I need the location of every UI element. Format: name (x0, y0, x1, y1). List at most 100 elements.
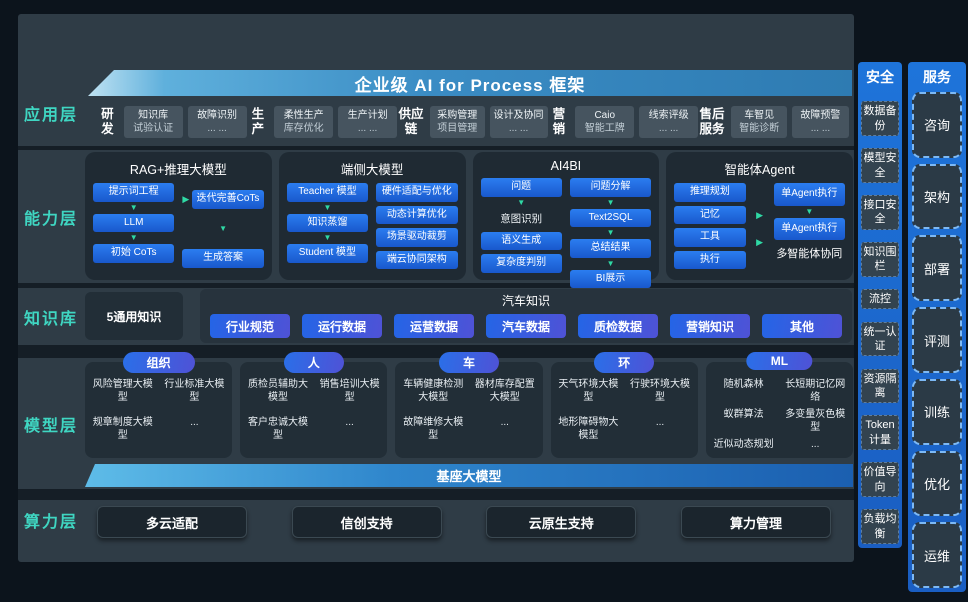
app-feature: 故障预警 (800, 109, 841, 121)
compute-item-management: 算力管理 (680, 506, 831, 538)
model-group-ml: ML 随机森林 长短期记忆网络 蚁群算法 多变量灰色模型 近似动态规划 ... (705, 352, 854, 458)
flow-node: 提示词工程 (93, 183, 175, 202)
model-cell: ... (500, 417, 509, 428)
security-item: 流控 (861, 289, 899, 310)
edge-right-list: 硬件适配与优化 动态计算优化 场景驱动裁剪 端云协同架构 (376, 183, 458, 275)
app-feature-box: 采购管理 项目管理 (430, 105, 485, 138)
app-group-label: 营销 (552, 106, 566, 136)
compute-layer-row: 多云适配 信创支持 云原生支持 算力管理 (97, 506, 831, 538)
arrow-down-icon: ▼ (517, 197, 526, 207)
flow-node: 问题分解 (569, 178, 652, 197)
knowledge-pill: 行业规范 (210, 314, 290, 338)
agent-right-flow: 单Agent执行 ▼ 单Agent执行 多智能体协同 (773, 183, 845, 275)
ai4bi-left-flow: 问题 ▼ 意图识别 语义生成 复杂度判别 (480, 178, 562, 288)
model-cell: 车辆健康检测大模型 (403, 379, 464, 403)
flow-node-wrap: ▶ 迭代完善CoTs (182, 190, 264, 209)
foundation-model-label: 基座大模型 (436, 469, 502, 484)
layer-separator (18, 283, 854, 288)
app-group-label: 生产 (251, 106, 265, 136)
framework-title: 企业级 AI for Process 框架 (354, 75, 586, 95)
general-knowledge-box: 5通用知识 (85, 292, 183, 340)
model-cell: 故障维修大模型 (403, 417, 464, 441)
app-feature: ... ... (810, 122, 831, 134)
edge-model-box: 端侧大模型 Teacher 模型 ▼ 知识蒸馏 ▼ Student 模型 硬件适… (278, 152, 466, 280)
model-group-pill: 环 (594, 352, 655, 373)
model-cell: 质检员辅助大模型 (248, 379, 308, 403)
security-item: 数据备份 (861, 101, 899, 136)
security-item: 接口安全 (861, 195, 899, 230)
app-feature-box: 线索评级 ... ... (639, 105, 699, 138)
model-cell: 规章制度大模型 (92, 417, 153, 441)
flow-node: 语义生成 (480, 231, 562, 250)
service-item: 架构 (912, 163, 962, 230)
model-cell: 客户忠诚大模型 (248, 417, 308, 441)
knowledge-pill: 质检数据 (578, 314, 658, 338)
app-feature: 线索评级 (648, 109, 689, 121)
app-feature: 库存优化 (283, 122, 324, 134)
flow-node: LLM (93, 213, 175, 232)
multi-agent-caption: 多智能体协同 (776, 248, 843, 260)
layer-label-capability: 能力层 (24, 211, 79, 228)
arrow-down-icon: ▼ (219, 223, 228, 233)
app-group-after-sales: 售后服务 车智见 智能诊断 故障预警 ... ... (698, 105, 849, 138)
ai4bi-right-flow: 问题分解 ▼ Text2SQL ▼ 总结结果 ▼ BI展示 (569, 178, 652, 288)
layer-label-model: 模型层 (24, 418, 79, 435)
model-group-pill: 组织 (122, 352, 195, 373)
service-title: 服务 (923, 69, 951, 85)
list-item: 场景驱动裁剪 (376, 228, 458, 247)
model-cell: 近似动态规划 (713, 439, 774, 450)
security-column: 安全 数据备份 模型安全 接口安全 知识围栏 流控 统一认证 资源隔离 Toke… (858, 62, 902, 548)
app-feature-box: 生产计划 ... ... (338, 105, 398, 138)
app-group-marketing: 营销 Caio 智能工牌 线索评级 ... ... (548, 105, 699, 138)
flow-node: 复杂度判别 (480, 254, 562, 273)
auto-knowledge-title: 汽车知识 (501, 294, 550, 308)
model-cell: 蚁群算法 (723, 409, 764, 420)
model-cell: ... (345, 417, 354, 428)
model-grid: 车辆健康检测大模型 器材库存配置大模型 故障维修大模型 ... (398, 378, 539, 442)
list-item: 执行 (674, 250, 746, 269)
agent-connectors: ▶ ▶ (754, 183, 766, 275)
model-group-pill: 车 (438, 352, 500, 373)
cap-box-title: RAG+推理大模型 (129, 163, 227, 177)
app-feature: Caio (594, 109, 616, 121)
model-cell: 风险管理大模型 (92, 379, 153, 403)
ai4bi-box: AI4BI 问题 ▼ 意图识别 语义生成 复杂度判别 问题分解 ▼ Text2S… (472, 152, 660, 288)
edge-columns: Teacher 模型 ▼ 知识蒸馏 ▼ Student 模型 硬件适配与优化 动… (286, 183, 458, 275)
app-feature-box: 柔性生产 库存优化 (274, 105, 334, 138)
security-item: Token计量 (861, 415, 899, 451)
app-feature: ... ... (658, 122, 679, 134)
service-column: 服务 咨询 架构 部署 评测 训练 优化 运维 (908, 62, 966, 592)
model-cell: 长短期记忆网络 (785, 379, 846, 403)
model-group-pill: ML (746, 352, 813, 370)
arrow-down-icon: ▼ (606, 197, 615, 207)
model-cell: 器材库存配置大模型 (474, 379, 535, 403)
model-grid: 天气环境大模型 行驶环境大模型 地形障碍物大模型 ... (554, 378, 695, 442)
edge-left-flow: Teacher 模型 ▼ 知识蒸馏 ▼ Student 模型 (286, 183, 369, 275)
arrow-down-icon: ▼ (805, 206, 814, 216)
security-item: 统一认证 (861, 321, 899, 357)
cap-box-title: AI4BI (550, 159, 582, 173)
model-cell: ... (811, 439, 820, 450)
flow-node: 单Agent执行 (773, 183, 845, 206)
knowledge-pill: 运营数据 (394, 314, 474, 338)
agent-left-list: 推理规划 记忆 工具 执行 (674, 183, 746, 275)
layer-separator (18, 146, 854, 150)
rag-reasoning-model-box: RAG+推理大模型 提示词工程 ▼ LLM ▼ 初始 CoTs ▶ 迭代完善Co… (85, 152, 272, 280)
flow-node: 迭代完善CoTs (192, 190, 264, 209)
app-group-label: 供应链 (398, 106, 424, 136)
service-item: 训练 (912, 378, 962, 445)
framework-title-banner: 企业级 AI for Process 框架 (88, 70, 852, 96)
model-group-vehicle: 车 车辆健康检测大模型 器材库存配置大模型 故障维修大模型 ... (395, 352, 543, 458)
model-group-organization: 组织 风险管理大模型 行业标准大模型 规章制度大模型 ... (85, 352, 233, 458)
model-cell: 销售培训大模型 (319, 379, 380, 403)
app-feature-box: 车智见 智能诊断 (731, 105, 788, 138)
layer-label-compute: 算力层 (24, 514, 79, 531)
flow-node: 单Agent执行 (773, 217, 845, 240)
model-cell: 地形障碍物大模型 (558, 417, 619, 441)
model-group-pill: 人 (283, 352, 344, 373)
flow-node: BI展示 (569, 269, 652, 288)
app-group-label: 研发 (101, 106, 114, 136)
arrow-right-icon: ▶ (182, 193, 190, 204)
app-feature: 项目管理 (437, 122, 478, 134)
list-item: 端云协同架构 (376, 250, 458, 269)
